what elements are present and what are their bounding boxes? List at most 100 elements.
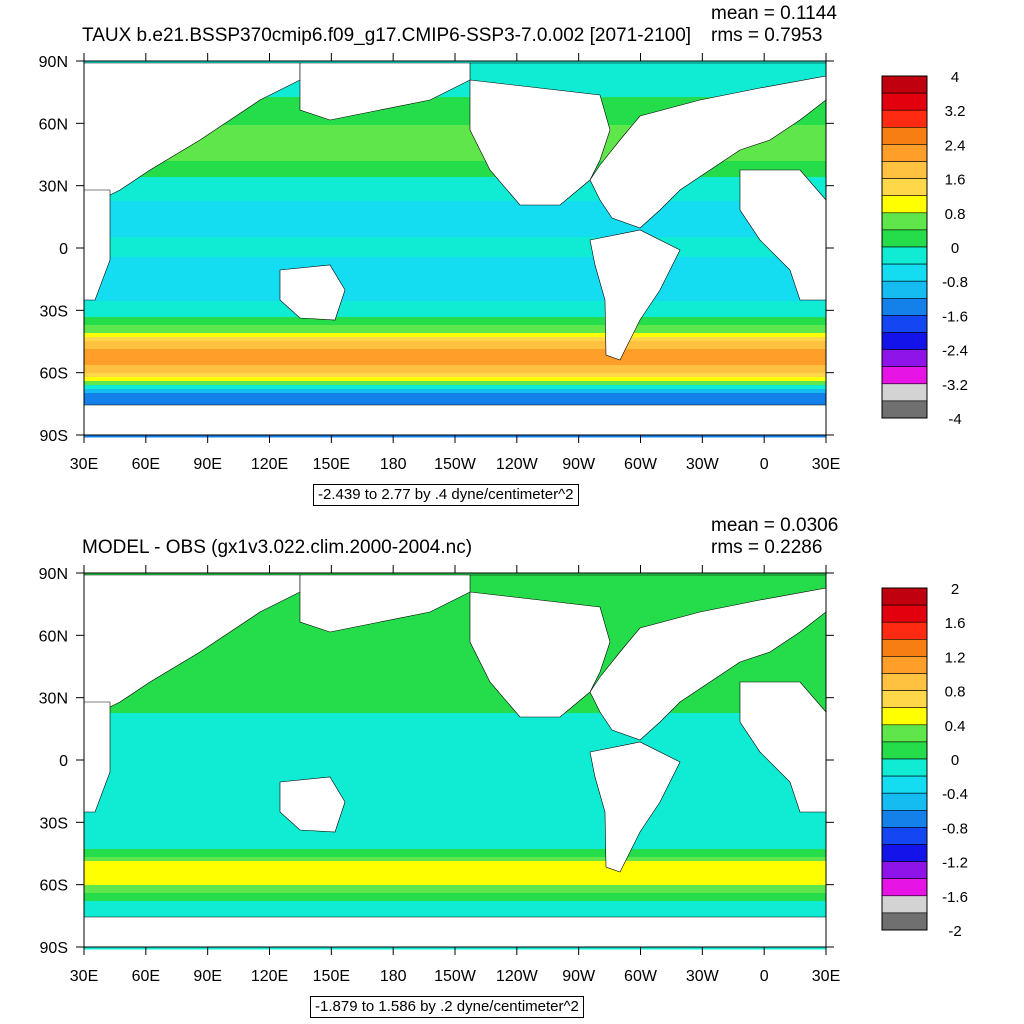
ocean-band [84, 817, 826, 822]
ocean-band [84, 377, 826, 382]
colorbar-label: 1.2 [945, 649, 966, 666]
land-mask [470, 62, 827, 229]
colorbar-swatch [881, 349, 928, 368]
ocean-band [84, 657, 826, 662]
ocean-band [84, 333, 826, 338]
colorbar-label: -0.4 [942, 786, 968, 803]
ocean-band [84, 869, 826, 874]
ocean-band [84, 129, 826, 134]
ocean-band [84, 285, 826, 290]
ocean-band [84, 701, 826, 706]
colorbar-swatch [881, 844, 928, 862]
x-tick-label: 30E [812, 456, 840, 473]
ocean-band [84, 225, 826, 230]
ocean-band [84, 797, 826, 802]
ocean-band [84, 305, 826, 310]
ocean-band [84, 881, 826, 886]
ocean-band [84, 273, 826, 278]
ocean-band [84, 637, 826, 642]
colorbar-label: 0 [951, 240, 959, 257]
ocean-band [84, 257, 826, 262]
ocean-band [84, 885, 826, 890]
x-tick-label: 60E [132, 456, 160, 473]
ocean-band [84, 717, 826, 722]
ocean-band [84, 625, 826, 630]
colorbar-swatch [881, 212, 928, 231]
ocean-band [84, 313, 826, 318]
x-tick-label: 150E [313, 456, 350, 473]
colorbar-swatch [881, 161, 928, 179]
colorbar-frame [881, 587, 928, 931]
colorbar-label: 3.2 [945, 103, 966, 120]
ocean-band [84, 209, 826, 214]
ocean-band [84, 233, 826, 238]
bottom-panel: MODEL - OBS (gx1v3.022.clim.2000-2004.nc… [0, 512, 1024, 1024]
x-tick-label: 90E [193, 456, 221, 473]
colorbar-swatch [881, 792, 928, 811]
colorbar-swatch [881, 366, 928, 385]
ocean-band [84, 245, 826, 250]
ocean-band [84, 649, 826, 654]
ocean-band [84, 317, 826, 322]
colorbar-swatch [881, 827, 928, 845]
colorbar-swatch [881, 707, 928, 726]
colorbar-swatch [881, 690, 928, 709]
ocean-band [84, 325, 826, 330]
x-tick-label: 150W [434, 968, 477, 985]
y-tick-label: 60N [39, 116, 68, 133]
ocean-band [84, 389, 826, 394]
ocean-band [84, 605, 826, 610]
colorbar-label: -0.8 [942, 820, 968, 837]
colorbar-label: -2.4 [942, 343, 968, 360]
colorbar-swatch [881, 912, 928, 931]
ocean-band [84, 781, 826, 786]
ocean-band [84, 213, 826, 218]
ocean-band [84, 853, 826, 858]
land-mask [299, 574, 471, 633]
ocean-band [84, 373, 826, 378]
ocean-band [84, 345, 826, 350]
contour-info-caption: -2.439 to 2.77 by .4 dyne/centimeter^2 [313, 484, 579, 506]
y-tick-label: 60N [39, 628, 68, 645]
x-tick-label: 0 [760, 456, 769, 473]
y-tick-label: 0 [59, 753, 68, 770]
land-mask [279, 776, 346, 833]
ocean-band [84, 741, 826, 746]
ocean-band [84, 173, 826, 178]
ocean-band [84, 841, 826, 846]
ocean-band [84, 145, 826, 150]
ocean-band [84, 621, 826, 626]
x-tick-label: 120W [496, 968, 539, 985]
y-tick-label: 90S [40, 428, 68, 445]
ocean-band [84, 725, 826, 730]
x-tick-label: 180 [380, 968, 407, 985]
ocean-band [84, 677, 826, 682]
ocean-band [84, 609, 826, 614]
land-mask [739, 681, 827, 813]
land-mask [470, 574, 827, 741]
ocean-band [84, 757, 826, 762]
ocean-band [84, 181, 826, 186]
ocean-band [84, 729, 826, 734]
ocean-band [84, 113, 826, 118]
ocean-band [84, 821, 826, 826]
ocean-band [84, 121, 826, 126]
land-mask [469, 591, 611, 718]
ocean-band [84, 97, 826, 102]
colorbar-label: 4 [951, 69, 959, 86]
panel-title: TAUX b.e21.BSSP370cmip6.f09_g17.CMIP6-SS… [82, 25, 692, 46]
land-mask [589, 229, 681, 361]
ocean-band [84, 837, 826, 842]
ocean-band [84, 361, 826, 366]
colorbar-label: 1.6 [945, 172, 966, 189]
ocean-band [84, 813, 826, 818]
ocean-band [84, 789, 826, 794]
ocean-band [84, 229, 826, 234]
colorbar-swatch [881, 741, 928, 760]
rms-label: rms = 0.2286 [711, 537, 823, 558]
x-tick-label: 120W [496, 456, 539, 473]
ocean-band [84, 193, 826, 198]
land-mask [739, 169, 827, 301]
ocean-band [84, 705, 826, 710]
colorbar-swatch [881, 109, 928, 128]
